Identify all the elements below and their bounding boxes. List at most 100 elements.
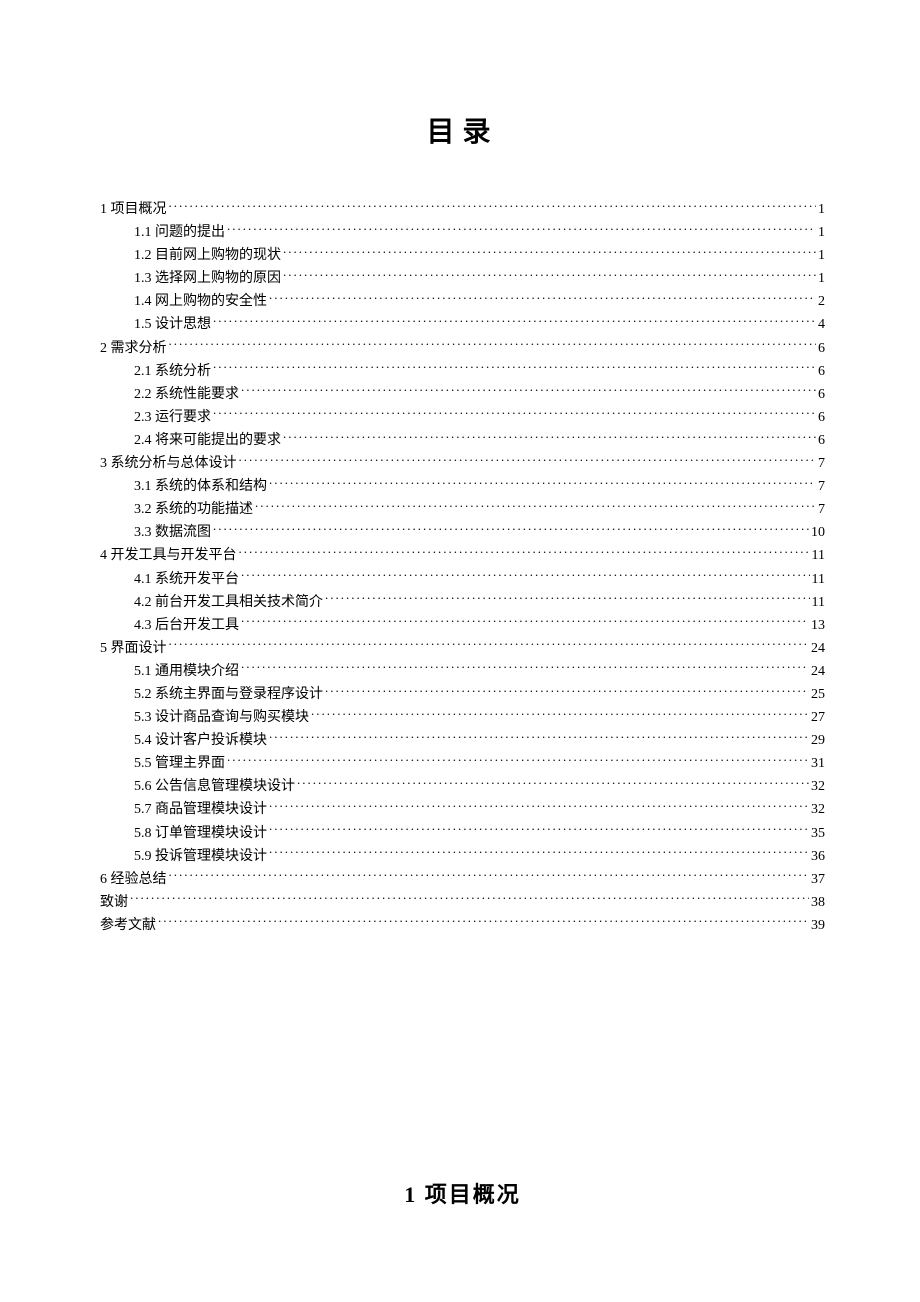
toc-entry: 致谢 38: [100, 891, 825, 914]
toc-entry-label: 5.9 投诉管理模块设计: [100, 845, 267, 868]
toc-entry-page: 24: [809, 637, 825, 660]
toc-entry-page: 24: [809, 660, 825, 683]
toc-entry: 2.4 将来可能提出的要求 6: [100, 429, 825, 452]
toc-entry-label: 5 界面设计: [100, 637, 167, 660]
toc-entry-label: 3 系统分析与总体设计: [100, 452, 237, 475]
toc-title: 目录: [100, 110, 825, 150]
toc-entry-page: 39: [809, 914, 825, 937]
toc-leader-dots: [253, 499, 816, 513]
toc-entry: 3.1 系统的体系和结构 7: [100, 475, 825, 498]
toc-leader-dots: [128, 892, 809, 906]
toc-entry-label: 6 经验总结: [100, 868, 167, 891]
section-heading: 1 项目概况: [100, 1177, 825, 1209]
toc-entry-page: 1: [816, 198, 825, 221]
toc-entry-label: 3.3 数据流图: [100, 521, 211, 544]
toc-entry-page: 37: [809, 868, 825, 891]
toc-entry-label: 4.3 后台开发工具: [100, 614, 239, 637]
toc-leader-dots: [323, 684, 809, 698]
toc-leader-dots: [239, 384, 816, 398]
toc-entry-label: 2.2 系统性能要求: [100, 383, 239, 406]
toc-leader-dots: [211, 407, 816, 421]
toc-entry: 5.7 商品管理模块设计 32: [100, 798, 825, 821]
toc-entry-label: 致谢: [100, 891, 128, 914]
toc-leader-dots: [295, 776, 809, 790]
toc-entry: 5 界面设计 24: [100, 637, 825, 660]
toc-leader-dots: [239, 569, 810, 583]
toc-leader-dots: [239, 615, 809, 629]
toc-leader-dots: [267, 730, 809, 744]
toc-entry-page: 7: [816, 498, 825, 521]
toc-entry: 5.8 订单管理模块设计 35: [100, 822, 825, 845]
toc-leader-dots: [167, 199, 817, 213]
toc-entry-page: 6: [816, 360, 825, 383]
toc-entry: 5.1 通用模块介绍 24: [100, 660, 825, 683]
toc-entry: 5.5 管理主界面 31: [100, 752, 825, 775]
toc-leader-dots: [237, 545, 810, 559]
toc-entry: 参考文献 39: [100, 914, 825, 937]
toc-entry: 4 开发工具与开发平台 11: [100, 544, 825, 567]
toc-entry-page: 6: [816, 429, 825, 452]
toc-leader-dots: [211, 314, 816, 328]
toc-entry-label: 参考文献: [100, 914, 156, 937]
toc-entry-label: 5.6 公告信息管理模块设计: [100, 775, 295, 798]
toc-entry: 5.6 公告信息管理模块设计 32: [100, 775, 825, 798]
toc-entry: 1.4 网上购物的安全性 2: [100, 290, 825, 313]
toc-entry: 1.1 问题的提出 1: [100, 221, 825, 244]
toc-entry: 1 项目概况 1: [100, 198, 825, 221]
toc-leader-dots: [211, 522, 809, 536]
toc-leader-dots: [267, 846, 809, 860]
toc-entry-page: 4: [816, 313, 825, 336]
toc-list: 1 项目概况 11.1 问题的提出 11.2 目前网上购物的现状 11.3 选择…: [100, 198, 825, 937]
toc-entry: 4.3 后台开发工具 13: [100, 614, 825, 637]
toc-entry: 1.3 选择网上购物的原因 1: [100, 267, 825, 290]
toc-entry-page: 36: [809, 845, 825, 868]
toc-entry-label: 1 项目概况: [100, 198, 167, 221]
toc-leader-dots: [167, 338, 817, 352]
toc-entry: 1.2 目前网上购物的现状 1: [100, 244, 825, 267]
toc-entry-page: 6: [816, 337, 825, 360]
toc-leader-dots: [281, 430, 816, 444]
toc-leader-dots: [225, 753, 809, 767]
toc-leader-dots: [225, 222, 816, 236]
toc-entry-label: 4 开发工具与开发平台: [100, 544, 237, 567]
toc-entry-label: 5.5 管理主界面: [100, 752, 225, 775]
toc-leader-dots: [281, 268, 816, 282]
toc-entry-page: 27: [809, 706, 825, 729]
toc-leader-dots: [267, 476, 816, 490]
toc-entry: 3.3 数据流图 10: [100, 521, 825, 544]
toc-entry: 5.9 投诉管理模块设计 36: [100, 845, 825, 868]
toc-entry-page: 1: [816, 267, 825, 290]
toc-entry-page: 7: [816, 452, 825, 475]
toc-leader-dots: [156, 915, 809, 929]
toc-leader-dots: [267, 823, 809, 837]
toc-entry: 2.3 运行要求 6: [100, 406, 825, 429]
toc-leader-dots: [267, 291, 816, 305]
toc-leader-dots: [167, 869, 810, 883]
toc-entry-page: 10: [809, 521, 825, 544]
toc-entry-label: 2.4 将来可能提出的要求: [100, 429, 281, 452]
toc-entry-page: 1: [816, 244, 825, 267]
toc-entry-label: 1.4 网上购物的安全性: [100, 290, 267, 313]
toc-entry-page: 6: [816, 383, 825, 406]
toc-entry-page: 11: [810, 568, 825, 591]
toc-entry-label: 4.1 系统开发平台: [100, 568, 239, 591]
toc-entry-page: 6: [816, 406, 825, 429]
toc-entry: 3 系统分析与总体设计 7: [100, 452, 825, 475]
toc-leader-dots: [267, 799, 809, 813]
toc-entry-page: 29: [809, 729, 825, 752]
toc-entry: 4.1 系统开发平台 11: [100, 568, 825, 591]
toc-entry-page: 2: [816, 290, 825, 313]
toc-entry-page: 11: [810, 591, 825, 614]
toc-entry-label: 5.2 系统主界面与登录程序设计: [100, 683, 323, 706]
toc-leader-dots: [167, 638, 810, 652]
toc-entry: 2 需求分析 6: [100, 337, 825, 360]
toc-entry-label: 3.1 系统的体系和结构: [100, 475, 267, 498]
toc-entry: 3.2 系统的功能描述 7: [100, 498, 825, 521]
toc-leader-dots: [309, 707, 809, 721]
toc-leader-dots: [323, 592, 810, 606]
toc-entry-page: 38: [809, 891, 825, 914]
toc-entry-label: 1.1 问题的提出: [100, 221, 225, 244]
toc-entry-label: 5.7 商品管理模块设计: [100, 798, 267, 821]
toc-entry-label: 5.1 通用模块介绍: [100, 660, 239, 683]
toc-entry: 5.2 系统主界面与登录程序设计 25: [100, 683, 825, 706]
